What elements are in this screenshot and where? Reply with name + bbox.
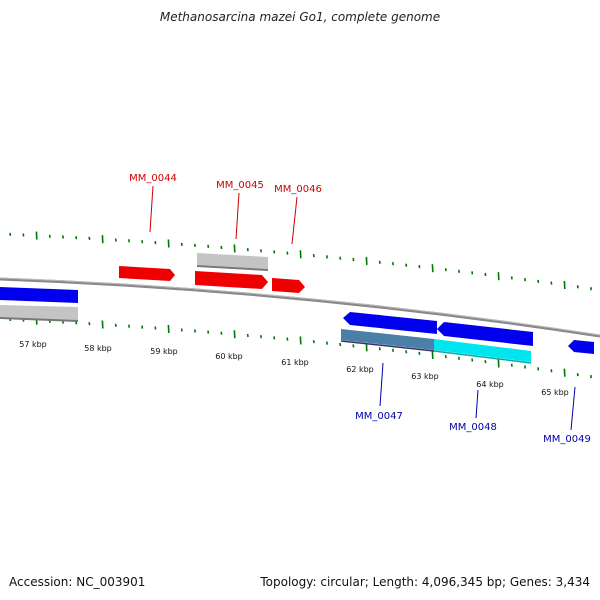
leader-line-mm-0044 (149, 185, 154, 233)
gene-feature-mm-0048[interactable] (437, 322, 533, 346)
teal-feature-shadow (340, 340, 435, 352)
top-tick-track (9, 231, 592, 291)
kbp-label: 64 kbp (476, 380, 504, 389)
leader-line-mm-0046 (291, 196, 298, 245)
gene-feature-mm-0046[interactable] (272, 278, 305, 293)
kbp-label: 62 kbp (346, 365, 374, 374)
gray-feature-mm-0045[interactable] (197, 253, 268, 269)
teal-feature-mm-0047[interactable] (341, 329, 434, 350)
gene-feature-mm-0049[interactable] (568, 340, 594, 354)
kbp-label: 63 kbp (411, 372, 439, 381)
cyan-feature-shadow (433, 350, 532, 364)
gene-feature-mm-0044[interactable] (119, 266, 175, 281)
accession-text: Accession: NC_003901 (9, 575, 146, 589)
leader-line-mm-0049 (570, 386, 576, 431)
kbp-label: 61 kbp (281, 358, 309, 367)
gene-label-mm-0047[interactable]: MM_0047 (355, 411, 403, 422)
gray-feature-left-shadow (0, 317, 79, 322)
genome-summary-text: Topology: circular; Length: 4,096,345 bp… (260, 575, 590, 589)
genome-title: Methanosarcina mazei Go1, complete genom… (159, 10, 441, 24)
kbp-label: 60 kbp (215, 352, 243, 361)
gene-label-mm-0046[interactable]: MM_0046 (274, 184, 322, 195)
genome-backbone-highlight (0, 277, 600, 336)
kbp-scale-labels: 57 kbp 58 kbp 59 kbp 60 kbp 61 kbp 62 kbp 63 k… (19, 340, 569, 397)
leader-line-mm-0048 (475, 389, 479, 419)
bottom-tick-track (9, 316, 592, 379)
kbp-label: 58 kbp (84, 344, 112, 353)
gray-feature-mm-0045-shadow (196, 265, 269, 271)
kbp-label: 57 kbp (19, 340, 47, 349)
leader-line-mm-0045 (235, 192, 240, 240)
gene-label-mm-0045[interactable]: MM_0045 (216, 180, 264, 191)
gene-feature-mm-0047[interactable] (343, 312, 437, 334)
leader-line-mm-0047 (379, 362, 384, 407)
gene-feature-mm-0045[interactable] (195, 271, 268, 289)
kbp-label: 65 kbp (541, 388, 569, 397)
genome-backbone (0, 277, 600, 338)
cyan-feature-mm-0048[interactable] (434, 339, 531, 362)
kbp-label: 59 kbp (150, 347, 178, 356)
gene-label-mm-0044[interactable]: MM_0044 (129, 173, 177, 184)
reverse-gene-feature-left[interactable] (0, 287, 78, 303)
gray-feature-left[interactable] (0, 305, 78, 320)
gene-label-mm-0048[interactable]: MM_0048 (449, 422, 497, 433)
gene-label-mm-0049[interactable]: MM_0049 (543, 434, 591, 445)
